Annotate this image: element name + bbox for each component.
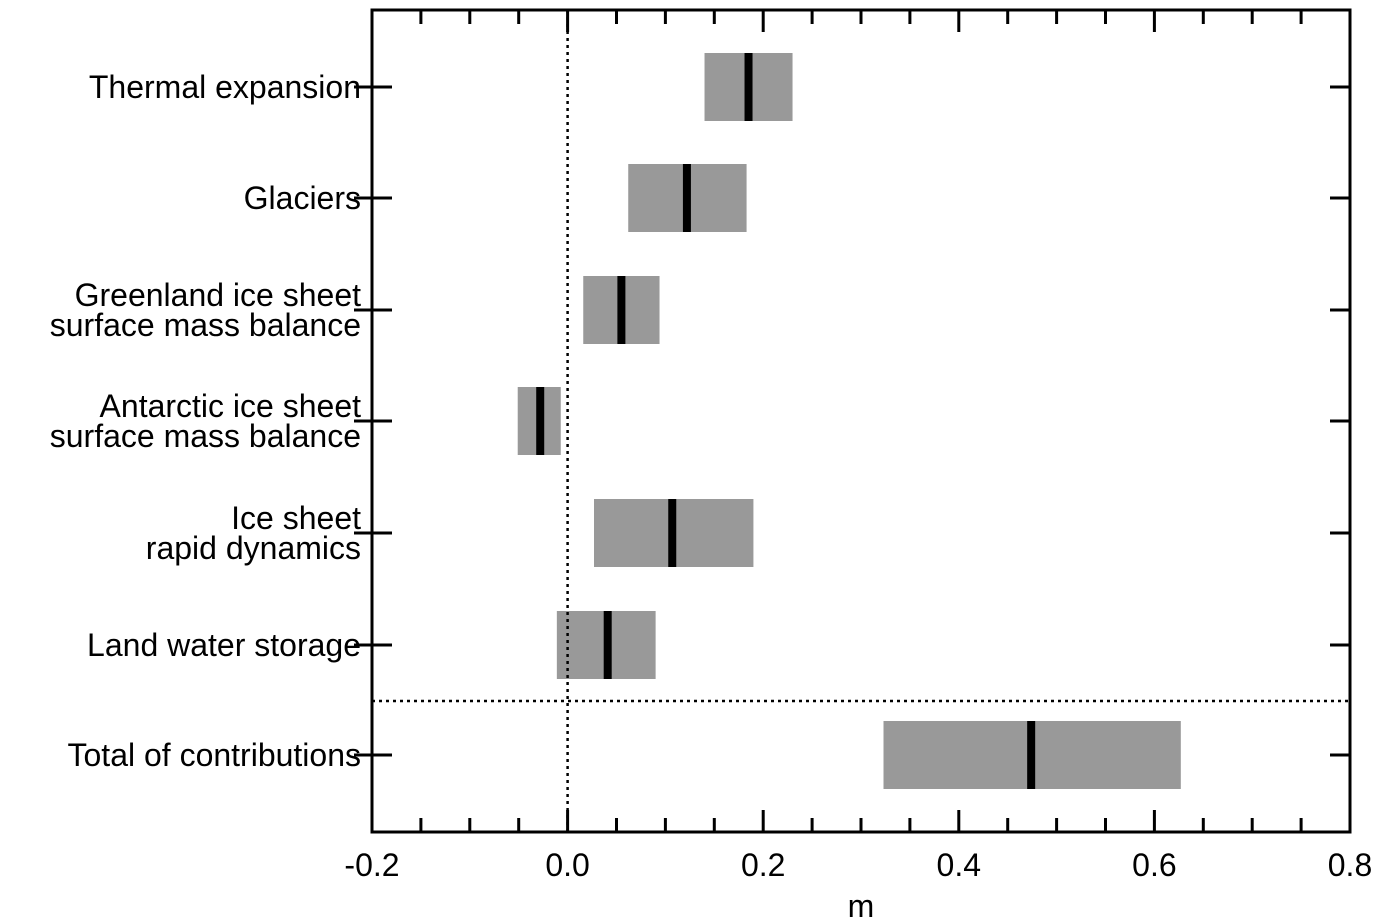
median-marker [1027,721,1036,789]
category-label: Total of contributions [68,737,362,773]
category-label: rapid dynamics [146,530,361,566]
category-label: surface mass balance [50,418,361,454]
bars-layer [517,53,1181,789]
reference-lines [372,10,1350,832]
median-marker [603,611,612,679]
category-label: surface mass balance [50,307,361,343]
x-tick-label: 0.8 [1328,847,1372,883]
labels-layer: Thermal expansion Glaciers Greenland ice s… [50,69,1373,883]
x-tick-label: 0.2 [741,847,785,883]
median-marker [536,387,545,455]
x-tick-label: 0.6 [1132,847,1176,883]
median-marker [744,53,753,121]
median-marker [682,164,691,232]
x-tick-label: 0.0 [545,847,589,883]
x-tick-label: -0.2 [344,847,399,883]
median-marker [617,276,626,344]
median-marker [668,499,677,567]
category-label: Land water storage [87,627,361,663]
axis-ticks [354,10,1352,832]
plot-frame [370,8,1352,834]
category-label: Thermal expansion [89,69,361,105]
category-label: Glaciers [244,180,361,216]
x-axis-title: m [848,888,875,920]
x-tick-label: 0.4 [937,847,981,883]
category-label: Antarctic ice sheet [100,388,362,424]
category-label: Greenland ice sheet [75,277,362,313]
category-label: Ice sheet [231,500,361,536]
